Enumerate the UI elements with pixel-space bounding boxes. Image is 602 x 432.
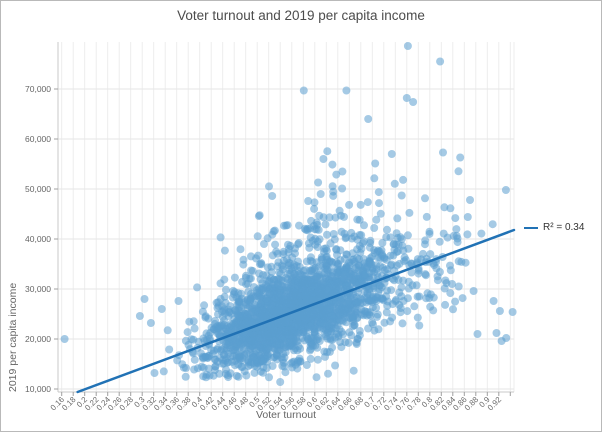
y-axis-title: 2019 per capita income bbox=[7, 282, 19, 392]
svg-text:10,000: 10,000 bbox=[25, 384, 51, 394]
y-tick-labels: 10,000 20,000 30,000 40,000 50,000 60,000 70,0… bbox=[25, 84, 51, 394]
svg-text:60,000: 60,000 bbox=[25, 134, 51, 144]
scatter-points[interactable] bbox=[60, 42, 517, 386]
trend-line[interactable] bbox=[76, 228, 516, 394]
y-tick-marks bbox=[54, 88, 58, 390]
svg-text:70,000: 70,000 bbox=[25, 84, 51, 94]
legend-item-regression[interactable]: R² = 0.34 bbox=[524, 222, 584, 233]
chart-title: Voter turnout and 2019 per capita income bbox=[177, 8, 425, 23]
trend-line-legend-swatch bbox=[524, 226, 538, 229]
svg-text:50,000: 50,000 bbox=[25, 184, 51, 194]
svg-text:20,000: 20,000 bbox=[25, 334, 51, 344]
legend-label: R² = 0.34 bbox=[543, 222, 585, 233]
x-axis-title: Voter turnout bbox=[255, 409, 317, 421]
svg-text:30,000: 30,000 bbox=[25, 284, 51, 294]
x-tick-marks bbox=[61, 392, 511, 396]
svg-text:40,000: 40,000 bbox=[25, 234, 51, 244]
